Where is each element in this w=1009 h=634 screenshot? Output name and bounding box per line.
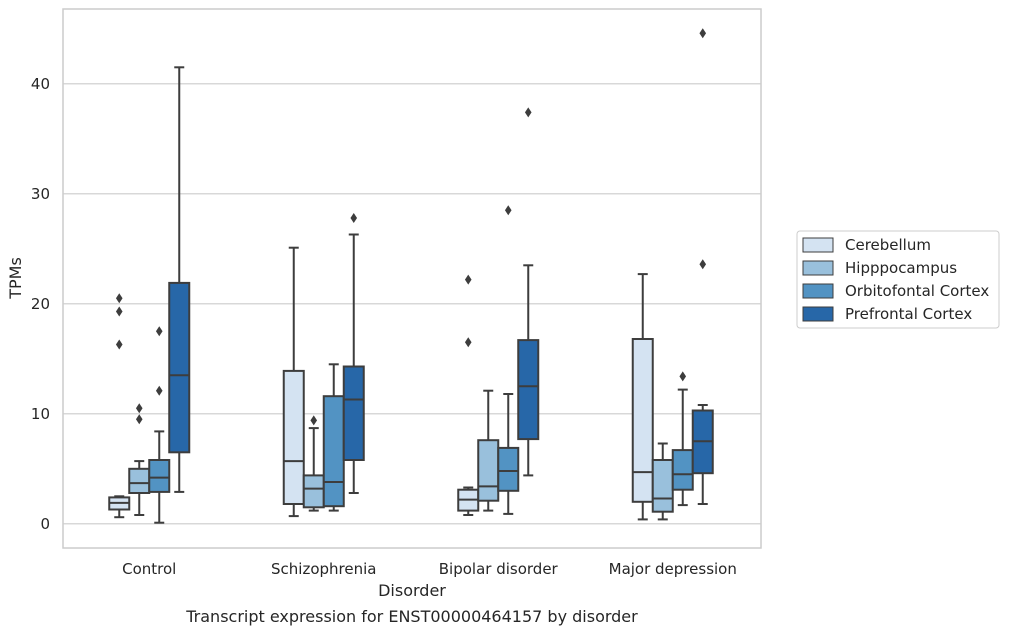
x-axis-label: Disorder [378, 581, 446, 600]
y-tick-label: 10 [31, 405, 50, 423]
outlier-point [155, 385, 163, 396]
legend-label: Hipppocampus [845, 259, 957, 277]
legend: Cerebellum Hipppocampus Orbitofontal Corte… [796, 230, 1000, 329]
grid-lines [63, 83, 761, 525]
box-iqr [322, 395, 345, 508]
box-2-1 [477, 389, 500, 512]
legend-swatch [802, 237, 834, 253]
box-iqr [631, 338, 654, 503]
box-2-0 [457, 274, 480, 516]
box-2-3 [517, 107, 540, 477]
box-2-2 [497, 205, 520, 515]
box-iqr [282, 369, 305, 505]
box-1-2 [322, 363, 345, 512]
box-0-3 [168, 66, 191, 493]
x-tick-label: Bipolar disorder [439, 560, 559, 578]
outlier-point [699, 259, 707, 270]
outlier-point [135, 403, 143, 414]
outlier-point [135, 414, 143, 425]
y-tick-label: 40 [31, 75, 50, 93]
outlier-point [524, 107, 532, 118]
outlier-point [350, 213, 358, 223]
box-iqr [477, 439, 500, 502]
outlier-point [115, 339, 123, 350]
box-3-3 [691, 28, 714, 505]
y-axis-label: TPMs [6, 257, 25, 300]
y-tick-label: 20 [31, 295, 50, 313]
box-iqr [671, 449, 694, 491]
box-0-0 [108, 293, 131, 519]
box-iqr [302, 474, 325, 509]
x-tick-label: Major depression [609, 560, 737, 578]
outlier-point [115, 306, 123, 317]
chart-caption: Transcript expression for ENST0000046415… [185, 607, 638, 626]
box-plots [108, 28, 714, 524]
outlier-point [504, 205, 512, 216]
box-iqr [168, 281, 191, 454]
box-0-2 [148, 326, 171, 524]
box-iqr [651, 459, 674, 513]
legend-swatch [802, 260, 834, 276]
legend-label: Prefrontal Cortex [845, 305, 972, 323]
box-iqr [148, 459, 171, 493]
legend-label: Cerebellum [845, 236, 931, 254]
box-3-1 [651, 442, 674, 521]
y-tick-labels: 0 10 20 30 40 [31, 75, 50, 533]
box-iqr [517, 339, 540, 441]
box-1-0 [282, 246, 305, 518]
x-tick-labels: Control Schizophrenia Bipolar disorder Majo… [122, 560, 737, 578]
y-tick-label: 0 [40, 515, 50, 533]
legend-label: Orbitofontal Cortex [845, 282, 989, 300]
box-iqr [128, 467, 151, 494]
box-3-2 [671, 371, 694, 507]
box-0-1 [128, 403, 151, 516]
outlier-point [699, 28, 707, 39]
legend-swatch [802, 283, 834, 299]
legend-frame [796, 230, 1000, 329]
box-iqr [342, 365, 365, 461]
outlier-point [155, 326, 163, 337]
outlier-point [115, 293, 123, 304]
outlier-point [464, 274, 472, 285]
outlier-point [464, 337, 472, 348]
plot-frame [62, 8, 762, 549]
box-1-3 [342, 213, 365, 494]
x-tick-label: Control [122, 560, 176, 578]
outlier-point [310, 415, 318, 426]
box-iqr [497, 446, 520, 492]
outlier-point [679, 371, 687, 382]
y-tick-label: 30 [31, 185, 50, 203]
box-1-1 [302, 415, 325, 512]
legend-swatch [802, 306, 834, 322]
box-3-0 [631, 273, 654, 521]
x-tick-label: Schizophrenia [271, 560, 376, 578]
